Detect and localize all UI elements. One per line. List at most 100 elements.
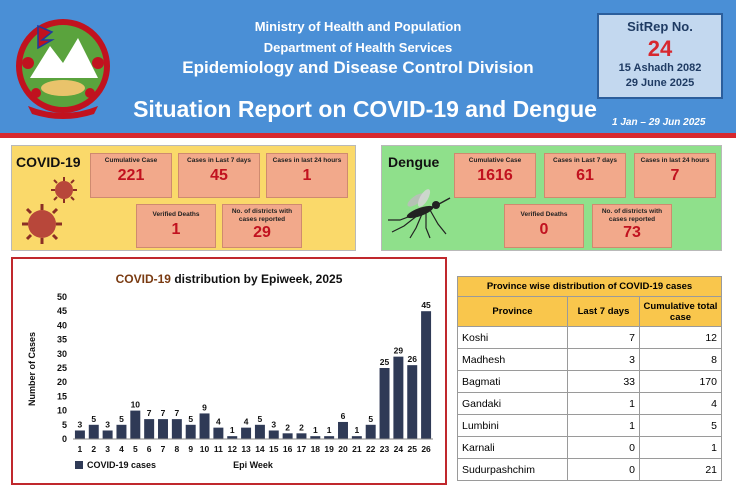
covid-last7-card: Cases in Last 7 days 45 — [178, 153, 260, 198]
bar-data-label: 5 — [258, 414, 263, 424]
chart-bar — [310, 436, 321, 439]
sitrep-label: SitRep No. — [627, 19, 693, 34]
x-tick-label: 25 — [407, 444, 417, 454]
x-tick-label: 10 — [200, 444, 210, 454]
dengue-last7-card: Cases in Last 7 days 61 — [544, 153, 626, 198]
chart-legend-swatch — [75, 461, 83, 469]
x-tick-label: 22 — [366, 444, 376, 454]
bar-data-label: 2 — [285, 422, 290, 432]
table-row: Bagmati 33 170 — [457, 370, 722, 393]
chart-bar — [74, 430, 85, 439]
dengue-last7-value: 61 — [576, 167, 594, 184]
report-header: Ministry of Health and Population Depart… — [0, 0, 736, 133]
bar-data-label: 26 — [407, 354, 417, 364]
bar-data-label: 25 — [380, 357, 390, 367]
department-name: Department of Health Services — [263, 40, 453, 55]
date-nepali: 15 Ashadh 2082 — [618, 62, 702, 74]
x-tick-label: 11 — [214, 444, 223, 454]
bar-data-label: 45 — [421, 300, 431, 310]
dengue-cumulative-value: 1616 — [477, 167, 513, 184]
covid-panel-title: COVID-19 — [16, 154, 81, 170]
y-tick-label: 10 — [57, 406, 67, 416]
covid-districts-card: No. of districts with cases reported 29 — [222, 204, 302, 248]
dengue-cumulative-card: Cumulative Case 1616 — [454, 153, 536, 198]
dengue-last24-card: Cases in last 24 hours 7 — [634, 153, 716, 198]
epiweek-chart-box: COVID-19 distribution by Epiweek, 2025 N… — [11, 257, 447, 485]
dengue-deaths-card: Verified Deaths 0 — [504, 204, 584, 248]
cell-province: Madhesh — [457, 348, 568, 371]
x-tick-label: 12 — [227, 444, 237, 454]
ministry-name: Ministry of Health and Population — [254, 19, 462, 34]
cell-total: 4 — [639, 392, 722, 415]
cell-last7: 7 — [567, 326, 640, 349]
chart-bar — [116, 424, 127, 439]
chart-bar — [365, 424, 376, 439]
chart-bar — [421, 311, 432, 439]
bar-data-label: 5 — [119, 414, 124, 424]
report-title: Situation Report on COVID-19 and Dengue — [133, 96, 597, 122]
division-name: Epidemiology and Disease Control Divisio… — [182, 58, 534, 77]
covid-deaths-card: Verified Deaths 1 — [136, 204, 216, 248]
chart-bar — [407, 365, 418, 439]
date-range: 1 Jan – 29 Jun 2025 — [612, 117, 706, 128]
covid-cumulative-card: Cumulative Case 221 — [90, 153, 172, 198]
cell-last7: 0 — [567, 436, 640, 459]
chart-bar — [227, 436, 238, 439]
covid-panel: COVID-19 Cumulative Case 221 Cases in La… — [11, 145, 356, 251]
bar-data-label: 3 — [78, 419, 83, 429]
bar-data-label: 1 — [327, 425, 332, 435]
cell-total: 12 — [639, 326, 722, 349]
chart-bar — [282, 433, 293, 439]
x-tick-label: 7 — [161, 444, 166, 454]
x-tick-label: 23 — [380, 444, 390, 454]
sitrep-box: SitRep No. 24 15 Ashadh 2082 29 June 202… — [597, 13, 723, 99]
cell-province: Lumbini — [457, 414, 568, 437]
y-tick-label: 0 — [62, 434, 67, 444]
covid-last7-label: Cases in Last 7 days — [187, 157, 251, 164]
chart-bar — [213, 427, 224, 439]
bar-data-label: 9 — [202, 402, 207, 412]
x-tick-label: 17 — [297, 444, 307, 454]
y-tick-label: 15 — [57, 391, 67, 401]
dengue-cumulative-label: Cumulative Case — [468, 157, 522, 164]
bar-data-label: 4 — [244, 417, 249, 427]
y-tick-label: 40 — [57, 320, 67, 330]
province-table-box: Province wise distribution of COVID-19 c… — [457, 276, 722, 482]
x-tick-label: 20 — [338, 444, 348, 454]
cell-province: Sudurpashchim — [457, 458, 568, 481]
cell-last7: 0 — [567, 458, 640, 481]
dengue-panel: Dengue Cumulative Case 1616 Cases in Las… — [381, 145, 722, 251]
x-tick-label: 4 — [119, 444, 124, 454]
x-tick-label: 13 — [241, 444, 251, 454]
cell-total: 8 — [639, 348, 722, 371]
y-tick-label: 45 — [57, 306, 67, 316]
chart-bar — [102, 430, 113, 439]
chart-bar — [351, 436, 362, 439]
virus-icon — [51, 177, 77, 203]
province-table-title: Province wise distribution of COVID-19 c… — [457, 276, 722, 297]
chart-bar — [171, 419, 182, 439]
table-row: Koshi 7 12 — [457, 326, 722, 349]
dengue-last24-label: Cases in last 24 hours — [640, 157, 710, 164]
bar-data-label: 4 — [216, 417, 221, 427]
cell-last7: 3 — [567, 348, 640, 371]
table-row: Gandaki 1 4 — [457, 392, 722, 415]
x-tick-label: 5 — [133, 444, 138, 454]
chart-bar — [324, 436, 335, 439]
chart-bar — [254, 424, 265, 439]
chart-y-axis-label: Number of Cases — [27, 332, 37, 406]
dengue-districts-label: No. of districts with cases reported — [601, 208, 663, 223]
x-tick-label: 1 — [78, 444, 83, 454]
covid-cumulative-label: Cumulative Case — [104, 157, 158, 164]
dengue-districts-value: 73 — [623, 224, 641, 241]
x-tick-label: 24 — [394, 444, 404, 454]
mosquito-icon — [388, 189, 451, 239]
y-tick-label: 20 — [57, 377, 67, 387]
table-row: Karnali 0 1 — [457, 436, 722, 459]
x-tick-label: 14 — [255, 444, 265, 454]
bar-data-label: 3 — [105, 419, 110, 429]
cell-province: Koshi — [457, 326, 568, 349]
cell-total: 5 — [639, 414, 722, 437]
virus-large-icon — [22, 204, 62, 244]
bar-data-label: 29 — [394, 346, 404, 356]
